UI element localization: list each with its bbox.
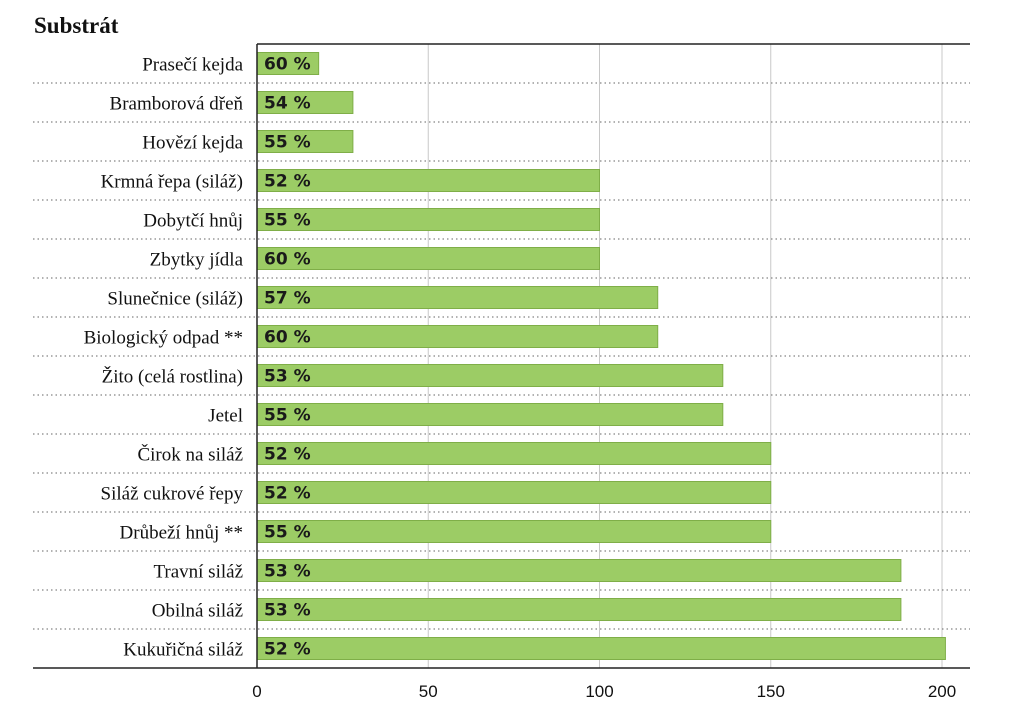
- category-label: Bramborová dřeň: [110, 94, 244, 115]
- bar: [256, 520, 772, 543]
- row-separators: [33, 82, 970, 630]
- data-label: 53 %: [264, 562, 311, 582]
- data-label: 52 %: [264, 640, 311, 660]
- bar: [256, 325, 659, 348]
- data-label: 60 %: [264, 328, 311, 348]
- data-label: 60 %: [264, 250, 311, 270]
- category-label: Slunečnice (siláž): [107, 289, 243, 310]
- category-label: Obilná siláž: [152, 601, 243, 622]
- data-label: 54 %: [264, 94, 311, 114]
- data-label: 57 %: [264, 289, 311, 309]
- category-label: Dobytčí hnůj: [143, 211, 243, 232]
- category-label: Travní siláž: [153, 562, 243, 583]
- x-tick-label: 0: [252, 682, 261, 701]
- data-label: 52 %: [264, 445, 311, 465]
- data-label: 55 %: [264, 133, 311, 153]
- category-label: Krmná řepa (siláž): [101, 172, 243, 193]
- bar: [256, 286, 659, 309]
- bar: [256, 364, 724, 387]
- data-label: 55 %: [264, 406, 311, 426]
- x-tick-labels: 0 50 100 150 200: [252, 682, 956, 701]
- x-tick-label: 200: [928, 682, 956, 701]
- chart-title: Substrát: [34, 13, 119, 38]
- bar: [256, 598, 902, 621]
- x-tick-label: 50: [419, 682, 438, 701]
- category-label: Hovězí kejda: [142, 133, 243, 154]
- category-label: Biologický odpad **: [84, 328, 243, 349]
- category-label: Jetel: [208, 406, 243, 427]
- category-label: Kukuřičná siláž: [123, 640, 243, 661]
- category-labels: Prasečí kejda Bramborová dřeň Hovězí kejda…: [84, 55, 244, 661]
- category-label: Zbytky jídla: [150, 250, 244, 271]
- bar: [256, 442, 772, 465]
- data-labels: 60 % 54 % 55 % 52 % 55 % 60 % 57 % 60 % 53 % 55 %…: [264, 55, 311, 660]
- category-label: Siláž cukrové řepy: [101, 484, 244, 505]
- category-label: Prasečí kejda: [142, 55, 243, 76]
- category-label: Drůbeží hnůj **: [120, 523, 243, 544]
- x-tick-label: 100: [585, 682, 613, 701]
- x-tick-label: 150: [757, 682, 785, 701]
- category-label: Žito (celá rostlina): [102, 366, 243, 388]
- category-label: Čirok na siláž: [137, 444, 243, 466]
- bar: [256, 403, 724, 426]
- data-label: 53 %: [264, 601, 311, 621]
- data-label: 52 %: [264, 172, 311, 192]
- bar: [256, 481, 772, 504]
- data-label: 60 %: [264, 55, 311, 75]
- bar: [256, 637, 946, 660]
- bar: [256, 559, 902, 582]
- data-label: 55 %: [264, 523, 311, 543]
- data-label: 53 %: [264, 367, 311, 387]
- data-label: 55 %: [264, 211, 311, 231]
- data-label: 52 %: [264, 484, 311, 504]
